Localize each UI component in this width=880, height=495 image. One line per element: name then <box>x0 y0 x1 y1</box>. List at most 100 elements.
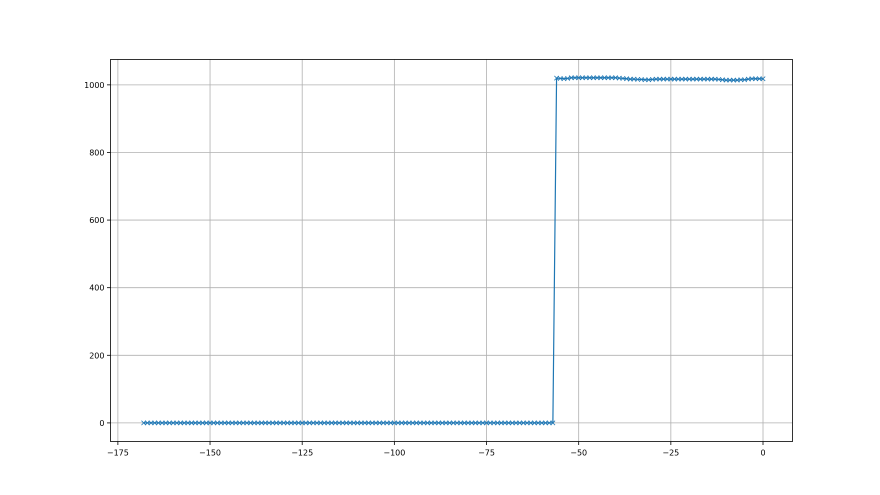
data-point-marker <box>170 420 176 426</box>
x-tick-label: −175 <box>107 449 129 458</box>
data-point-marker <box>152 420 158 426</box>
data-point-marker <box>377 420 383 426</box>
data-point-marker <box>642 77 648 83</box>
data-point-marker <box>675 76 681 82</box>
data-point-marker <box>425 420 431 426</box>
data-point-marker <box>395 420 401 426</box>
data-point-marker <box>627 76 633 82</box>
data-point-marker <box>362 420 368 426</box>
data-point-marker <box>517 420 523 426</box>
data-point-marker <box>579 75 585 81</box>
x-tick-label: −100 <box>383 449 405 458</box>
x-tick-label: −125 <box>291 449 313 458</box>
data-point-marker <box>347 420 353 426</box>
data-point-marker <box>602 75 607 81</box>
data-point-marker <box>672 76 678 82</box>
data-point-marker <box>480 420 486 426</box>
series-path <box>143 77 764 424</box>
data-point-marker <box>325 420 331 426</box>
data-point-marker <box>218 420 224 426</box>
x-tick-label: −25 <box>662 449 679 458</box>
data-point-marker <box>664 76 670 82</box>
data-point-marker <box>410 420 416 426</box>
data-point-marker <box>270 420 276 426</box>
data-point-marker <box>727 77 733 83</box>
data-point-marker <box>760 76 766 82</box>
data-point-marker <box>225 420 231 426</box>
data-point-marker <box>163 420 169 426</box>
data-point-marker <box>432 420 438 426</box>
data-point-marker <box>303 420 309 426</box>
data-point-marker <box>587 75 593 81</box>
data-point-marker <box>358 420 364 426</box>
data-point-marker <box>222 420 228 426</box>
data-point-marker <box>185 420 191 426</box>
data-point-marker <box>513 420 519 426</box>
data-point-marker <box>605 75 611 81</box>
data-point-marker <box>369 420 375 426</box>
x-tick-label: −75 <box>478 449 495 458</box>
data-point-marker <box>307 420 313 426</box>
data-point-marker <box>167 420 172 426</box>
data-point-marker <box>653 76 659 82</box>
data-point-marker <box>506 420 512 426</box>
data-point-marker <box>598 75 604 81</box>
data-point-marker <box>281 420 287 426</box>
data-point-marker <box>214 420 220 426</box>
data-point-marker <box>738 77 744 83</box>
data-point-marker <box>428 420 434 426</box>
data-point-marker <box>296 420 301 426</box>
data-point-marker <box>502 420 508 426</box>
data-point-marker <box>314 420 320 426</box>
y-tick-label: 400 <box>89 284 104 293</box>
data-point-marker <box>248 420 254 426</box>
data-point-marker <box>491 420 497 426</box>
data-point-marker <box>388 420 394 426</box>
x-tick-label: 0 <box>760 449 765 458</box>
data-point-marker <box>207 420 213 426</box>
y-tick-label: 600 <box>89 216 104 225</box>
data-point-marker <box>159 420 165 426</box>
data-point-marker <box>266 420 272 426</box>
data-point-marker <box>469 420 475 426</box>
data-point-marker <box>244 420 250 426</box>
data-point-marker <box>417 420 423 426</box>
data-point-marker <box>181 420 187 426</box>
data-point-marker <box>450 420 456 426</box>
data-point-marker <box>174 420 180 426</box>
x-tick-label: −150 <box>199 449 221 458</box>
data-point-marker <box>454 420 460 426</box>
data-point-marker <box>288 420 294 426</box>
data-point-marker <box>318 420 324 426</box>
y-axis: 0 200 400 600 800 1000 <box>84 81 111 428</box>
data-point-marker <box>756 76 762 82</box>
plot-frame <box>110 59 793 442</box>
data-point-marker <box>495 420 501 426</box>
data-point-marker <box>402 420 408 426</box>
data-point-marker <box>343 420 349 426</box>
data-point-marker <box>340 420 346 426</box>
data-point-marker <box>284 420 290 426</box>
data-point-marker <box>155 420 161 426</box>
data-point-marker <box>336 420 342 426</box>
data-point-marker <box>273 420 279 426</box>
data-point-marker <box>668 76 674 82</box>
data-point-marker <box>543 420 548 426</box>
data-point-marker <box>705 76 711 82</box>
data-point-marker <box>749 76 755 82</box>
data-point-marker <box>550 420 556 426</box>
data-point-marker <box>528 420 534 426</box>
data-point-marker <box>399 420 405 426</box>
data-point-marker <box>447 420 453 426</box>
data-point-marker <box>200 420 206 426</box>
data-point-marker <box>299 420 305 426</box>
data-point-marker <box>351 420 357 426</box>
data-point-marker <box>192 420 198 426</box>
data-point-marker <box>439 420 445 426</box>
data-point-marker <box>697 76 703 82</box>
data-point-marker <box>694 76 700 82</box>
data-point-marker <box>498 420 504 426</box>
data-point-marker <box>465 420 471 426</box>
data-point-marker <box>240 420 246 426</box>
